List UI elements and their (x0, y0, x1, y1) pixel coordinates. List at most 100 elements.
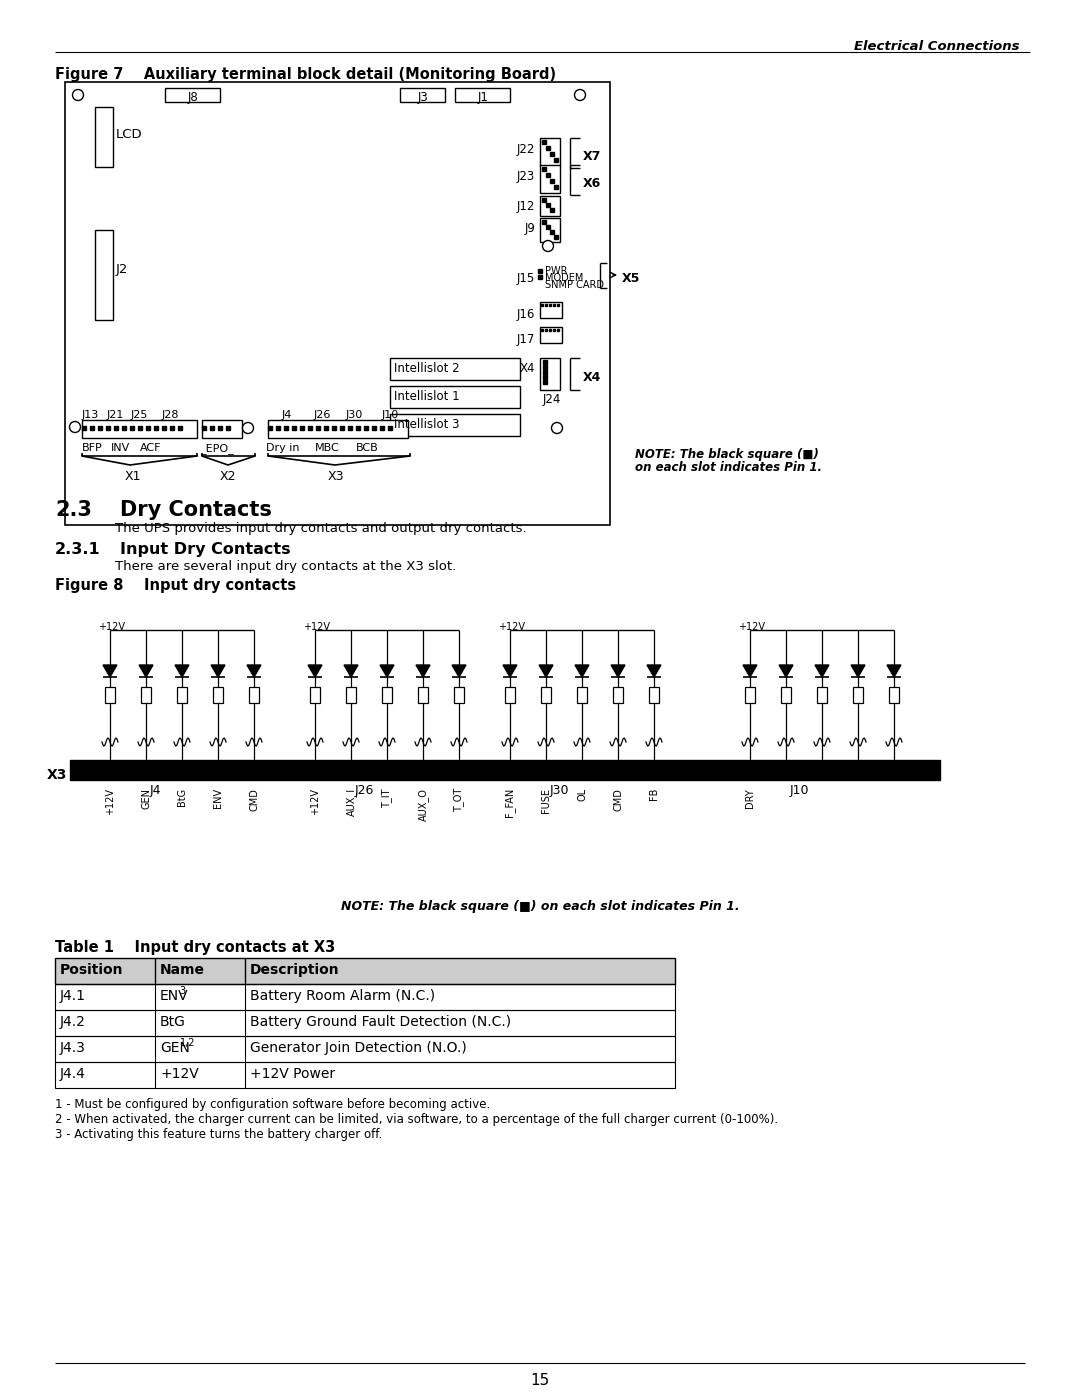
Text: BCB: BCB (356, 443, 379, 453)
Text: 2.3: 2.3 (55, 500, 92, 520)
Text: 1 - Must be configured by configuration software before becoming active.: 1 - Must be configured by configuration … (55, 1098, 490, 1111)
Text: +12V Power: +12V Power (249, 1067, 335, 1081)
Polygon shape (211, 665, 225, 678)
Bar (540, 327, 562, 344)
Text: BtG: BtG (177, 788, 187, 806)
Text: Table 1    Input dry contacts at X3: Table 1 Input dry contacts at X3 (55, 940, 335, 956)
Bar (540, 302, 562, 319)
Text: X7: X7 (583, 149, 602, 163)
Text: +12V: +12V (160, 1067, 199, 1081)
Text: Battery Ground Fault Detection (N.C.): Battery Ground Fault Detection (N.C.) (249, 1016, 511, 1030)
Bar (55, 958, 675, 983)
Text: X4: X4 (583, 372, 602, 384)
Bar (82, 420, 197, 439)
Text: J25: J25 (131, 409, 148, 420)
Text: Generator Join Detection (N.O.): Generator Join Detection (N.O.) (249, 1041, 467, 1055)
Text: Intellislot 2: Intellislot 2 (394, 362, 460, 374)
Bar (454, 687, 464, 703)
Polygon shape (647, 665, 661, 678)
Text: FUSE: FUSE (541, 788, 551, 813)
Text: ACF: ACF (140, 443, 162, 453)
Bar (95, 108, 113, 168)
Polygon shape (539, 665, 553, 678)
Text: T_IT: T_IT (381, 788, 392, 807)
Polygon shape (139, 665, 153, 678)
Text: +12V: +12V (310, 788, 320, 814)
Text: J22: J22 (516, 142, 535, 156)
Text: J4.3: J4.3 (60, 1041, 86, 1055)
Bar (781, 687, 791, 703)
Text: Battery Room Alarm (N.C.): Battery Room Alarm (N.C.) (249, 989, 435, 1003)
Text: F_FAN: F_FAN (504, 788, 515, 817)
Text: 2.3.1: 2.3.1 (55, 542, 100, 557)
Bar (613, 687, 623, 703)
Bar (577, 687, 588, 703)
Text: Electrical Connections: Electrical Connections (854, 41, 1020, 53)
Bar (202, 420, 242, 439)
Text: BtG: BtG (160, 1016, 186, 1030)
Text: X3: X3 (48, 768, 67, 782)
Text: Intellislot 1: Intellislot 1 (394, 390, 460, 402)
Bar (165, 88, 220, 102)
Text: J10: J10 (789, 784, 810, 798)
Polygon shape (887, 665, 901, 678)
Bar (541, 687, 551, 703)
Polygon shape (743, 665, 757, 678)
Bar (70, 760, 940, 780)
Text: X5: X5 (622, 272, 640, 285)
Bar (249, 687, 259, 703)
Text: CMD: CMD (249, 788, 259, 810)
Bar (55, 1062, 675, 1088)
Text: J1: J1 (477, 91, 488, 103)
Bar (310, 687, 320, 703)
Polygon shape (575, 665, 589, 678)
Text: J23: J23 (516, 170, 535, 183)
Text: +12V: +12V (498, 622, 525, 631)
Bar (390, 358, 519, 380)
Text: _EPO_: _EPO_ (200, 443, 233, 454)
Text: Dry in: Dry in (266, 443, 299, 453)
Text: NOTE: The black square (■) on each slot indicates Pin 1.: NOTE: The black square (■) on each slot … (340, 900, 740, 914)
Text: J30: J30 (346, 409, 363, 420)
Polygon shape (345, 665, 357, 678)
Polygon shape (103, 665, 117, 678)
Text: PWR: PWR (545, 265, 567, 277)
Text: J26: J26 (355, 784, 375, 798)
Circle shape (72, 89, 83, 101)
Text: GEN: GEN (160, 1041, 190, 1055)
Polygon shape (779, 665, 793, 678)
Text: J24: J24 (543, 393, 562, 407)
Polygon shape (416, 665, 430, 678)
Text: BFP: BFP (82, 443, 103, 453)
Text: Intellislot 3: Intellislot 3 (394, 418, 459, 432)
Circle shape (575, 89, 585, 101)
Text: J3: J3 (418, 91, 429, 103)
Text: J4: J4 (282, 409, 293, 420)
Text: MBC: MBC (315, 443, 340, 453)
Text: There are several input dry contacts at the X3 slot.: There are several input dry contacts at … (114, 560, 456, 573)
Bar (177, 687, 187, 703)
Bar (418, 687, 428, 703)
Bar (268, 420, 408, 439)
Bar (889, 687, 899, 703)
Text: +12V: +12V (303, 622, 330, 631)
Text: MODEM: MODEM (545, 272, 583, 284)
Text: AUX_I: AUX_I (346, 788, 356, 816)
Bar (505, 687, 515, 703)
Text: on each slot indicates Pin 1.: on each slot indicates Pin 1. (635, 461, 822, 474)
Bar (382, 687, 392, 703)
Bar (816, 687, 827, 703)
Text: +12V: +12V (98, 622, 125, 631)
Text: The UPS provides input dry contacts and output dry contacts.: The UPS provides input dry contacts and … (114, 522, 527, 535)
Bar (390, 414, 519, 436)
Bar (400, 88, 445, 102)
Text: GEN: GEN (141, 788, 151, 809)
Circle shape (552, 422, 563, 433)
Text: T_OT: T_OT (454, 788, 464, 812)
Text: LCD: LCD (116, 129, 143, 141)
Text: Position: Position (60, 963, 123, 977)
Polygon shape (453, 665, 465, 678)
Bar (649, 687, 659, 703)
Bar (105, 687, 114, 703)
Text: 15: 15 (530, 1373, 550, 1389)
